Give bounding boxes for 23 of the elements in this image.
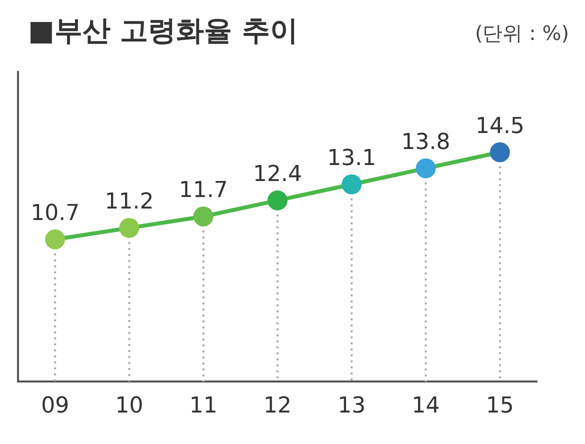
- data-label: 10.7: [30, 201, 80, 226]
- text: (단위 : %): [474, 21, 569, 45]
- point: [119, 218, 140, 238]
- data-label: 14.5: [475, 114, 524, 139]
- data-label: 11.2: [104, 190, 154, 215]
- point: [45, 229, 66, 250]
- data-label: 12.4: [253, 162, 302, 188]
- x-tick-label: 15: [486, 394, 514, 419]
- point: [342, 174, 362, 194]
- x-tick-label: 10: [115, 394, 144, 419]
- x-tick-label: 12: [264, 394, 292, 419]
- data-label: 13.8: [401, 130, 450, 156]
- x-tick-label: 13: [338, 394, 366, 419]
- data-label: 13.1: [327, 146, 376, 172]
- point: [490, 142, 510, 162]
- x-tick-label: 11: [189, 394, 218, 419]
- x-tick-label: 14: [412, 394, 440, 419]
- point: [268, 190, 288, 210]
- point: [193, 206, 214, 226]
- x-tick-label: 09: [41, 394, 70, 419]
- chart-title: ■부산 고령화율 추이: [28, 13, 298, 49]
- data-label: 11.7: [178, 178, 228, 204]
- point: [416, 158, 436, 178]
